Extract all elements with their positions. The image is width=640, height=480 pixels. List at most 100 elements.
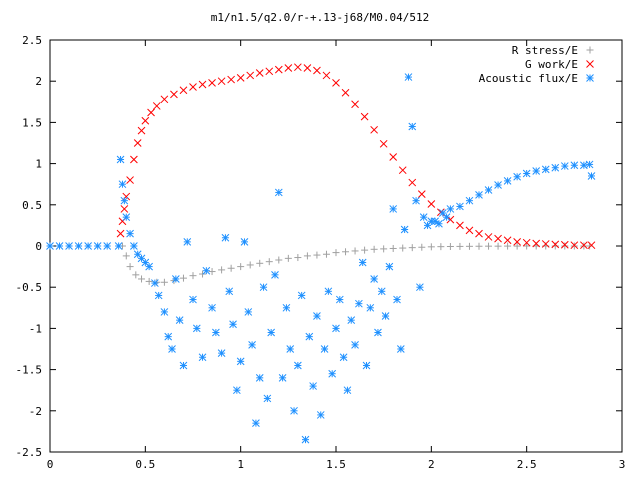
point-star xyxy=(198,353,207,362)
y-tick-label: 2 xyxy=(35,75,42,88)
point-plus xyxy=(265,258,273,266)
point-plus xyxy=(179,274,187,282)
point-star xyxy=(244,308,253,316)
point-plus xyxy=(504,242,512,250)
point-plus xyxy=(427,243,435,251)
point-cross xyxy=(379,139,388,148)
point-star xyxy=(484,186,493,194)
point-plus xyxy=(132,271,140,279)
point-star xyxy=(370,275,378,283)
legend-marker xyxy=(586,60,594,68)
point-star xyxy=(192,324,201,333)
point-star xyxy=(116,155,125,164)
point-star xyxy=(351,341,359,349)
x-tick-label: 1.5 xyxy=(326,458,346,471)
point-star xyxy=(278,373,287,382)
y-tick-label: -2 xyxy=(29,405,42,418)
point-star xyxy=(120,196,129,205)
point-plus xyxy=(418,243,426,251)
point-cross xyxy=(408,178,417,187)
point-star xyxy=(103,242,112,250)
point-star xyxy=(46,242,54,250)
point-plus xyxy=(465,242,473,250)
point-star xyxy=(400,225,409,234)
point-star xyxy=(328,369,337,378)
legend-label: R stress/E xyxy=(512,44,578,57)
point-cross xyxy=(217,77,226,86)
point-plus xyxy=(199,270,207,278)
point-star xyxy=(225,287,234,296)
point-star xyxy=(255,373,264,382)
point-star xyxy=(290,406,298,415)
point-cross xyxy=(522,238,531,247)
point-cross xyxy=(351,100,359,109)
point-star xyxy=(587,172,596,180)
point-star xyxy=(217,349,226,357)
point-star xyxy=(130,242,138,250)
point-star xyxy=(522,169,531,178)
point-plus xyxy=(475,242,483,250)
point-star xyxy=(503,177,512,185)
point-cross xyxy=(513,238,521,246)
point-star xyxy=(404,73,413,81)
point-cross xyxy=(532,239,541,248)
point-star xyxy=(263,394,272,403)
point-star xyxy=(358,258,367,267)
point-star xyxy=(252,419,260,428)
point-star xyxy=(267,328,276,337)
point-plus xyxy=(303,252,311,260)
y-tick-label: 1 xyxy=(35,158,42,171)
point-cross xyxy=(484,233,493,241)
x-tick-label: 2 xyxy=(428,458,435,471)
point-plus xyxy=(351,247,359,255)
y-tick-label: 0.5 xyxy=(22,199,42,212)
point-cross xyxy=(198,80,207,89)
point-cross xyxy=(130,155,138,164)
point-plus xyxy=(494,242,502,250)
point-star xyxy=(442,213,451,222)
x-tick-label: 1 xyxy=(237,458,244,471)
point-star xyxy=(305,332,314,341)
y-tick-label: 2.5 xyxy=(22,34,42,47)
point-cross xyxy=(236,74,245,82)
y-tick-label: -1.5 xyxy=(16,364,43,377)
point-star xyxy=(118,180,127,189)
y-tick-label: -2.5 xyxy=(16,446,43,459)
point-plus xyxy=(513,242,521,250)
point-star xyxy=(229,320,237,329)
point-plus xyxy=(138,275,146,283)
point-star xyxy=(74,242,83,250)
point-plus xyxy=(227,264,235,272)
point-cross xyxy=(274,65,283,74)
point-star xyxy=(212,328,220,337)
point-star xyxy=(189,295,197,304)
point-star xyxy=(585,160,594,169)
point-star xyxy=(435,219,443,228)
point-star xyxy=(377,287,386,296)
legend-marker xyxy=(586,74,594,82)
point-plus xyxy=(218,266,226,274)
y-tick-label: -1 xyxy=(29,322,42,335)
point-star xyxy=(541,165,550,174)
point-star xyxy=(208,303,216,312)
point-star xyxy=(175,316,184,325)
point-star xyxy=(301,435,310,444)
point-star xyxy=(65,242,73,250)
point-cross xyxy=(284,64,293,72)
point-cross xyxy=(189,83,197,91)
point-star xyxy=(456,202,464,211)
point-cross xyxy=(147,108,155,117)
point-star xyxy=(236,357,245,366)
point-star xyxy=(560,162,569,170)
point-cross xyxy=(160,95,169,104)
point-star xyxy=(362,361,371,370)
point-cross xyxy=(227,75,235,84)
point-cross xyxy=(179,86,188,95)
point-star xyxy=(160,308,169,316)
point-cross xyxy=(255,69,264,77)
point-cross xyxy=(456,221,464,230)
point-star xyxy=(151,279,159,287)
series-cross xyxy=(116,63,596,250)
point-star xyxy=(259,283,268,292)
